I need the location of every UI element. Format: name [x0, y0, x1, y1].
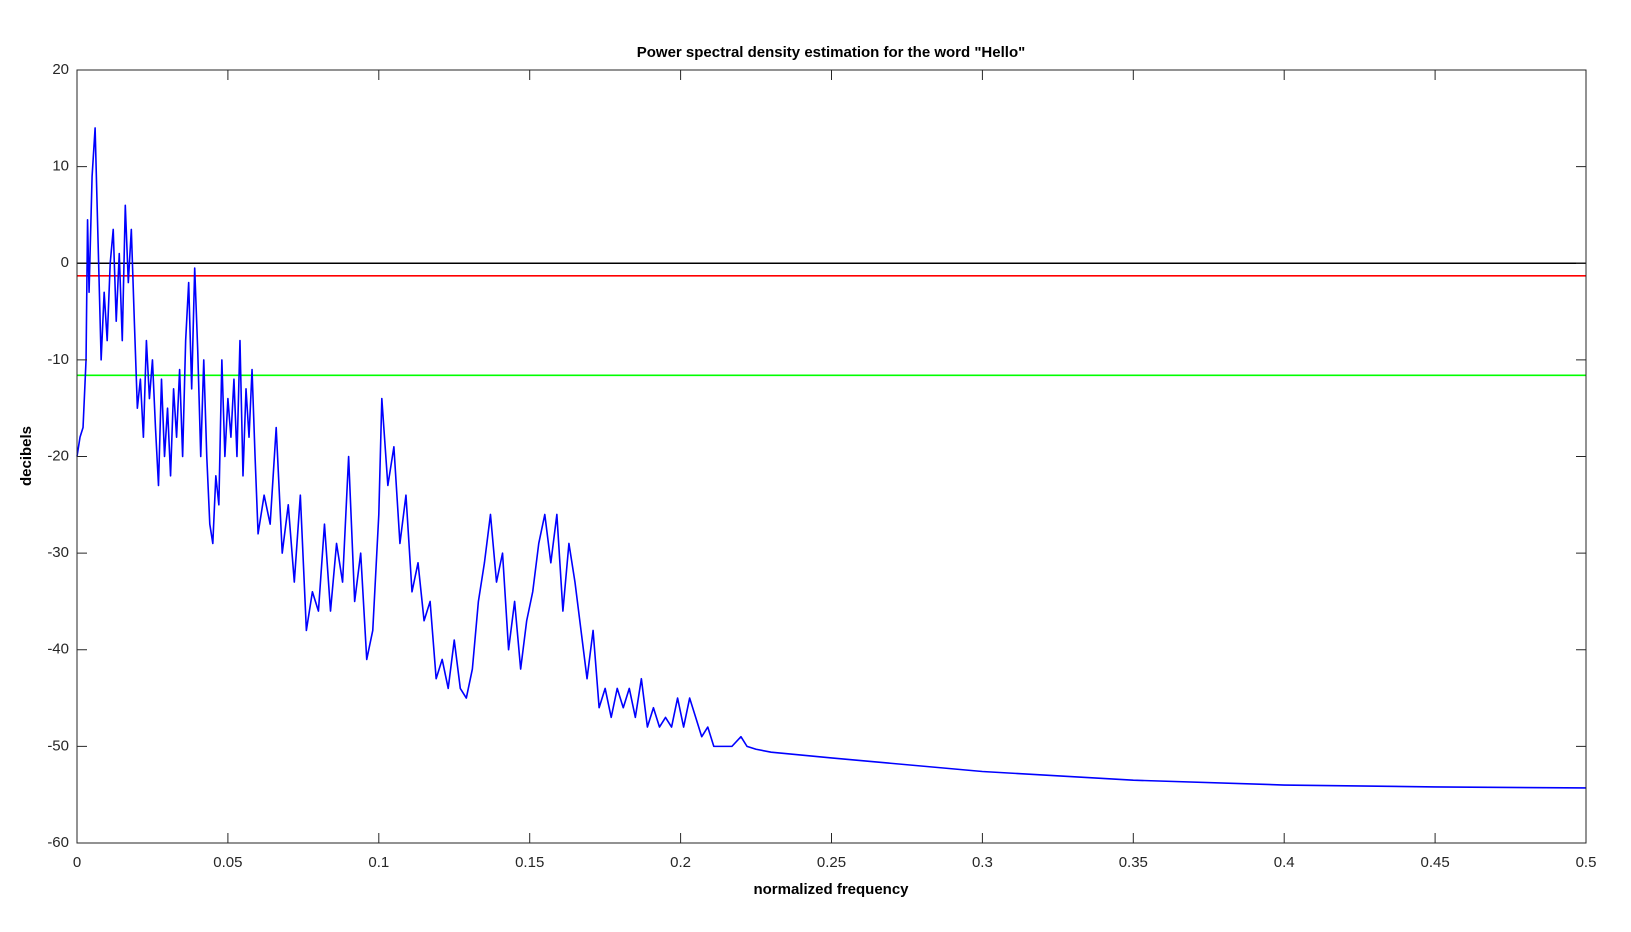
x-tick-label: 0.05 — [213, 854, 242, 871]
y-tick-label: -20 — [47, 447, 69, 464]
y-axis-label: decibels — [18, 426, 35, 486]
y-tick-label: -30 — [47, 544, 69, 561]
x-axis-label: normalized frequency — [753, 881, 909, 898]
chart-title: Power spectral density estimation for th… — [637, 44, 1025, 61]
x-tick-label: 0.2 — [670, 854, 691, 871]
y-tick-label: -10 — [47, 351, 69, 368]
x-tick-label: 0.35 — [1119, 854, 1148, 871]
y-tick-label: -60 — [47, 834, 69, 851]
x-tick-label: 0.15 — [515, 854, 544, 871]
x-tick-label: 0.4 — [1274, 854, 1295, 871]
y-tick-label: -40 — [47, 641, 69, 658]
x-tick-label: 0.3 — [972, 854, 993, 871]
y-tick-label: 20 — [52, 61, 69, 78]
plot-area — [77, 70, 1586, 843]
y-tick-label: 10 — [52, 158, 69, 175]
y-tick-label: 0 — [61, 254, 69, 271]
x-tick-label: 0.25 — [817, 854, 846, 871]
x-tick-label: 0 — [73, 854, 81, 871]
x-tick-label: 0.5 — [1576, 854, 1597, 871]
line-series — [76, 127, 1587, 789]
x-tick-label: 0.1 — [368, 854, 389, 871]
y-tick-label: -50 — [47, 737, 69, 754]
x-tick-label: 0.45 — [1420, 854, 1449, 871]
